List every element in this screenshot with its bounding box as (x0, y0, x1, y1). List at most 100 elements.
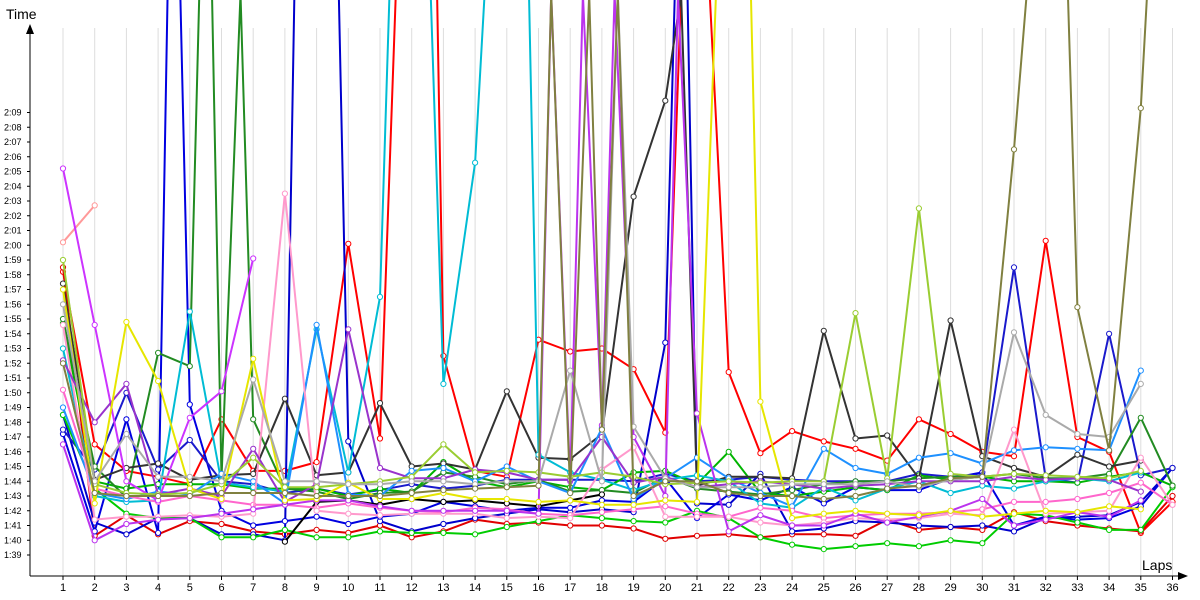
data-point (1106, 513, 1113, 520)
data-point (757, 398, 764, 405)
data-point (250, 355, 257, 362)
data-point (218, 520, 225, 528)
data-point (915, 416, 923, 423)
data-point (1042, 237, 1049, 244)
y-tick-label: 1:59 (4, 255, 22, 265)
data-point (1010, 485, 1018, 492)
data-point (662, 535, 669, 542)
data-point (1169, 482, 1176, 489)
data-point (567, 348, 574, 355)
data-point (440, 498, 447, 505)
data-point (91, 489, 98, 497)
data-point (155, 460, 162, 467)
data-point (503, 388, 510, 395)
x-tick-label: 26 (849, 582, 861, 594)
data-point (915, 543, 923, 550)
data-point (1137, 488, 1144, 495)
data-point (662, 339, 669, 346)
data-point (630, 193, 637, 200)
x-tick-label: 4 (155, 582, 161, 594)
data-point (1010, 510, 1018, 517)
data-point (915, 482, 923, 489)
y-tick-label: 1:55 (4, 314, 22, 324)
data-point (376, 435, 384, 442)
data-point (155, 529, 162, 537)
data-point (345, 326, 352, 333)
data-point (376, 492, 384, 500)
data-point (535, 510, 542, 517)
x-tick-label: 27 (881, 582, 893, 594)
data-point (123, 492, 130, 500)
data-point (852, 507, 859, 514)
x-axis-arrow-icon (1178, 572, 1188, 580)
x-tick-label: 7 (250, 582, 256, 594)
y-tick-label: 1:58 (4, 270, 22, 280)
data-point (440, 464, 447, 472)
data-point (630, 518, 637, 525)
data-point (757, 484, 764, 491)
data-point (123, 380, 130, 387)
data-point (123, 478, 130, 485)
data-point (947, 523, 954, 531)
x-tick-label: 8 (282, 582, 288, 594)
data-point (852, 532, 859, 539)
x-tick-label: 20 (659, 582, 671, 594)
data-point (250, 478, 257, 485)
x-tick-label: 30 (976, 582, 988, 594)
data-point (789, 492, 796, 500)
data-point (852, 464, 859, 472)
data-point (440, 478, 447, 485)
y-tick-label: 1:56 (4, 299, 22, 309)
data-point (1106, 489, 1113, 497)
y-tick-label: 1:47 (4, 432, 22, 442)
data-point (1169, 501, 1176, 508)
data-point (725, 448, 732, 455)
data-point (1074, 451, 1081, 458)
data-point (59, 345, 67, 352)
data-point (693, 478, 701, 485)
data-point (947, 430, 954, 438)
y-tick-label: 1:51 (4, 373, 22, 383)
data-point (567, 515, 574, 522)
data-point (503, 478, 510, 485)
y-tick-label: 2:00 (4, 240, 22, 250)
data-point (1106, 463, 1113, 470)
x-tick-label: 36 (1166, 582, 1178, 594)
data-point (598, 426, 606, 433)
data-point (155, 492, 162, 500)
data-point (91, 202, 98, 209)
y-axis-title: Time (6, 6, 37, 22)
data-point (725, 478, 732, 485)
x-tick-label: 6 (218, 582, 224, 594)
data-point (884, 485, 891, 492)
data-point (408, 489, 415, 497)
data-point (313, 513, 320, 520)
data-point (440, 507, 447, 514)
data-point (408, 478, 415, 485)
data-point (598, 515, 606, 522)
y-tick-label: 1:52 (4, 358, 22, 368)
data-point (1010, 329, 1018, 336)
data-point (567, 489, 574, 497)
data-point (820, 510, 827, 517)
data-point (567, 504, 574, 511)
data-point (440, 529, 447, 537)
data-point (757, 450, 764, 457)
data-point (725, 369, 732, 376)
data-point (662, 97, 669, 104)
data-point (250, 376, 257, 383)
data-point (693, 498, 701, 505)
data-point (250, 416, 257, 423)
data-point (281, 484, 288, 491)
data-point (503, 484, 510, 491)
data-point (59, 239, 67, 246)
y-tick-label: 1:49 (4, 403, 22, 413)
x-tick-label: 17 (564, 582, 576, 594)
data-point (947, 317, 954, 324)
data-point (345, 492, 352, 500)
y-tick-label: 1:50 (4, 388, 22, 398)
data-point (59, 360, 67, 367)
y-tick-label: 2:05 (4, 167, 22, 177)
data-point (123, 430, 130, 438)
data-point (376, 481, 384, 488)
